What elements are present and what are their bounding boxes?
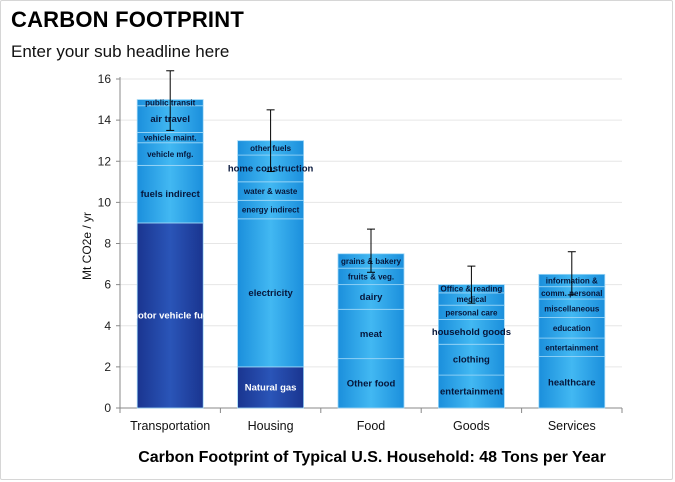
bar-segment: [437, 343, 505, 376]
bar-segment: [437, 319, 505, 345]
x-axis-label: Carbon Footprint of Typical U.S. Househo…: [138, 449, 606, 466]
y-axis-label: Mt CO2e / yr: [80, 212, 94, 280]
x-tick-label: Food: [357, 419, 386, 433]
x-tick-label: Housing: [248, 419, 294, 433]
segment-label: electricity: [248, 288, 293, 299]
segment-label: miscellaneous: [544, 304, 600, 313]
y-tick-label: 10: [98, 195, 112, 209]
segment-label: household goods: [432, 327, 511, 338]
segment-label: meat: [360, 329, 383, 340]
segment-label: Other food: [347, 378, 396, 389]
segment-label: Natural gas: [245, 382, 297, 393]
segment-label: vehicle maint.: [144, 134, 197, 143]
segment-label: clothing: [453, 355, 490, 366]
bar-segment: [136, 222, 204, 409]
y-tick-label: 2: [104, 360, 111, 374]
bar-segment: [437, 374, 505, 409]
y-tick-label: 4: [104, 319, 111, 333]
y-tick-label: 16: [98, 72, 112, 86]
bar-segment: [237, 218, 305, 368]
segment-label: healthcare: [548, 377, 596, 388]
y-tick-label: 6: [104, 278, 111, 292]
bar-segment: [136, 164, 204, 224]
axes: 0 2 4 6 8 10 12 14 16 Transportation Housing Food Go…: [98, 72, 623, 433]
segment-label: personal care: [445, 308, 498, 317]
segment-label: dairy: [360, 292, 383, 303]
page-title: CARBON FOOTPRINT: [11, 7, 244, 32]
x-tick-label: Goods: [453, 419, 490, 433]
y-tick-label: 8: [104, 237, 111, 251]
segment-label: fuels indirect: [141, 189, 201, 200]
page-subtitle: Enter your sub headline here: [11, 42, 230, 61]
segment-label: water & waste: [243, 187, 298, 196]
segment-label: entertainment: [545, 343, 598, 352]
segment-label: entertainment: [440, 387, 504, 398]
bar-segment: [337, 358, 405, 409]
error-bars: [166, 70, 576, 304]
y-tick-label: 12: [98, 154, 112, 168]
segment-label: fruits & veg.: [348, 272, 394, 281]
y-tick-label: 14: [98, 113, 112, 127]
bar-segment: [237, 366, 305, 409]
segment-label: vehicle mfg.: [147, 150, 193, 159]
bar-segment: [337, 308, 405, 360]
segment-label: energy indirect: [242, 206, 300, 215]
segment-label: education: [553, 324, 591, 333]
x-tick-label: Transportation: [130, 419, 210, 433]
y-tick-label: 0: [104, 401, 111, 415]
x-tick-label: Services: [548, 419, 596, 433]
segment-label: motor vehicle fuel: [130, 310, 211, 321]
